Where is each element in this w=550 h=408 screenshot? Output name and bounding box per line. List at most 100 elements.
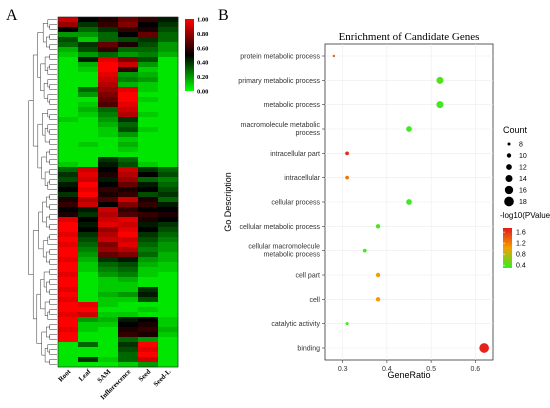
dendrogram-branch [47, 124, 57, 133]
heatmap-cell [118, 22, 139, 28]
dendrogram-branch [47, 94, 57, 103]
dendrogram-branch [49, 269, 57, 275]
heatmap-cell [138, 332, 159, 338]
heatmap-cell [78, 322, 99, 328]
dendrogram-branch [47, 236, 57, 245]
term-label: cellular process [271, 200, 320, 207]
heatmap-cell [58, 262, 79, 268]
heatmap-cell [58, 172, 79, 178]
heatmap-cell [158, 92, 179, 98]
heatmap-cell [58, 37, 79, 43]
heatmap-cell [118, 117, 139, 123]
dendrogram-branch [46, 196, 50, 208]
heatmap-cell [138, 252, 159, 258]
dendrogram-branch [49, 194, 57, 200]
heatmap-cell [138, 307, 159, 313]
heatmap-cell [138, 247, 159, 253]
heatmap-cell [78, 52, 99, 58]
heatmap-cell [78, 227, 99, 233]
count-legend-dot [506, 153, 512, 158]
heatmap-cell [98, 257, 119, 263]
heatmap-cell [138, 217, 159, 223]
heatmap-cell [78, 212, 99, 218]
heatmap-cell [138, 197, 159, 203]
count-legend-title: Count [503, 125, 528, 135]
heatmap-cell [98, 192, 119, 198]
heatmap-cell [158, 277, 179, 283]
heatmap-cell [58, 337, 79, 343]
heatmap-cell [78, 347, 99, 353]
heatmap-cell [78, 197, 99, 203]
heatmap-cell [138, 272, 159, 278]
heatmap-cell [58, 122, 79, 128]
heatmap-cell [78, 292, 99, 298]
heatmap-cell [118, 292, 139, 298]
heatmap-cell [158, 317, 179, 323]
heatmap-cell [118, 332, 139, 338]
dendrogram-branch [49, 99, 57, 105]
heatmap-cell [98, 317, 119, 323]
count-legend-label: 8 [519, 142, 523, 149]
heatmap-colorbar-tick: 0.60 [197, 45, 208, 52]
heatmap-cell [78, 207, 99, 213]
heatmap-cell [58, 132, 79, 138]
heatmap-cell [58, 347, 79, 353]
dendrogram-branch [49, 289, 57, 295]
heatmap-cell [138, 97, 159, 103]
enrichment-point [362, 248, 367, 253]
heatmap-cell [58, 92, 79, 98]
heatmap-cell [98, 267, 119, 273]
dendrogram-branch [44, 128, 50, 143]
heatmap-cell [158, 162, 179, 168]
heatmap-cell [58, 222, 79, 228]
term-label-line2: process [295, 130, 320, 137]
heatmap-cell [138, 322, 159, 328]
enrichment-point [332, 54, 336, 58]
heatmap-cell [138, 62, 159, 68]
heatmap-cell [78, 17, 99, 23]
heatmap-colorbar-tick: 1.00 [197, 17, 208, 24]
y-axis-title: Go Description [223, 172, 233, 232]
heatmap-cell [78, 287, 99, 293]
heatmap-cell [58, 302, 79, 308]
heatmap-cell [58, 317, 79, 323]
heatmap-cell [118, 52, 139, 58]
heatmap-cell [158, 212, 179, 218]
heatmap-cell [58, 147, 79, 153]
heatmap-cell [158, 327, 179, 333]
heatmap-cell [98, 307, 119, 313]
heatmap-cell [158, 207, 179, 213]
heatmap-cell [98, 37, 119, 43]
heatmap-cell [158, 222, 179, 228]
heatmap-cell [58, 152, 79, 158]
heatmap-cell [138, 267, 159, 273]
enrichment-point [375, 224, 381, 229]
dendrogram-branch [49, 34, 57, 40]
heatmap-cell [58, 207, 79, 213]
heatmap-cell [98, 362, 119, 368]
enrichment-point [406, 199, 412, 205]
heatmap-cell [158, 67, 179, 73]
heatmap-cell [118, 197, 139, 203]
heatmap-cell [58, 22, 79, 28]
heatmap-cell [118, 262, 139, 268]
heatmap-cell [58, 77, 79, 83]
dendrogram-branch [49, 324, 57, 330]
heatmap-cell [118, 217, 139, 223]
heatmap-cell [158, 282, 179, 288]
heatmap-cell [158, 122, 179, 128]
dendrogram-branch [49, 129, 57, 135]
heatmap-cell [118, 312, 139, 318]
pvalue-legend-label: 0.8 [516, 252, 526, 259]
heatmap-cell [58, 312, 79, 318]
dendrogram-branch [40, 63, 46, 91]
dendrogram-branch [49, 54, 57, 60]
heatmap-cell [138, 327, 159, 333]
heatmap-cell [58, 97, 79, 103]
dendrogram-branch [49, 224, 57, 230]
heatmap-cell [118, 337, 139, 343]
heatmap-cell [78, 352, 99, 358]
heatmap-cell [58, 162, 79, 168]
heatmap-cell [78, 82, 99, 88]
heatmap-cell [98, 247, 119, 253]
